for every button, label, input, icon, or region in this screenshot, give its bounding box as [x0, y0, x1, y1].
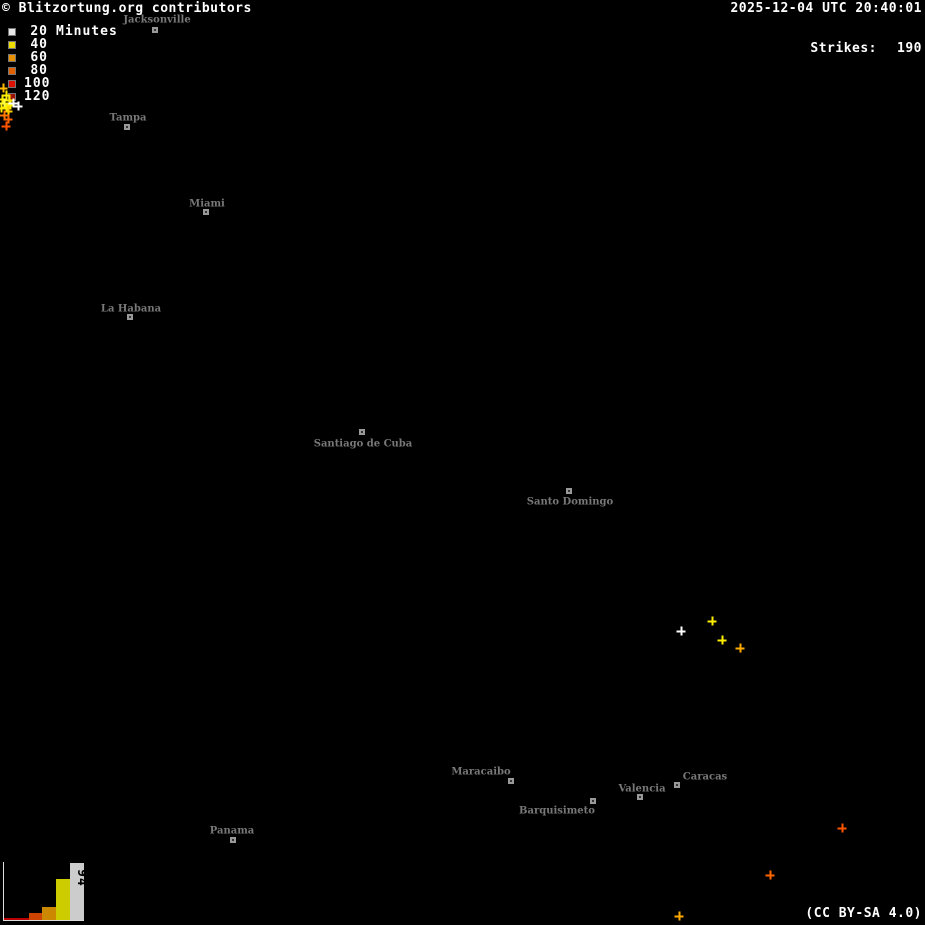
strikes-counter: Strikes: 190 — [777, 26, 922, 71]
lightning-strike — [0, 94, 7, 104]
legend-minutes-value: 100 — [24, 76, 51, 91]
legend-item-40: 40 — [8, 37, 48, 52]
city-label: Barquisimeto — [519, 805, 595, 817]
histogram-bar — [42, 907, 56, 920]
lightning-strike — [5, 100, 15, 110]
city-label: Miami — [189, 198, 225, 210]
legend-minutes-value: 60 — [30, 50, 48, 65]
strike-histogram: 94 — [0, 855, 120, 925]
lightning-strike — [765, 870, 775, 880]
legend-item-80: 80 — [8, 63, 48, 78]
lightning-strike — [0, 110, 9, 120]
histogram-y-axis — [3, 862, 4, 921]
legend-minutes-unit: Minutes — [56, 24, 118, 39]
city-label: Santo Domingo — [526, 496, 614, 508]
legend-item-100: 100 — [8, 76, 51, 91]
lightning-strike — [3, 106, 13, 116]
city-marker — [124, 124, 130, 130]
lightning-strike — [1, 102, 11, 112]
city-marker — [127, 314, 133, 320]
lightning-strike — [1, 121, 11, 131]
license-text: (CC BY-SA 4.0) — [805, 906, 922, 921]
legend-color-swatch — [8, 79, 16, 88]
legend-color-swatch — [8, 27, 16, 36]
lightning-strike — [676, 626, 686, 636]
legend-item-20: 20 Minutes — [8, 24, 118, 39]
city-marker — [359, 429, 365, 435]
histogram-x-axis — [3, 920, 84, 921]
legend-minutes-value: 120 — [24, 89, 51, 104]
city-marker — [508, 778, 514, 784]
lightning-strike — [707, 616, 717, 626]
legend-color-swatch — [8, 53, 16, 62]
legend-color-swatch — [8, 40, 16, 49]
lightning-strike — [8, 98, 18, 108]
city-marker — [203, 209, 209, 215]
lightning-strike — [0, 83, 8, 93]
city-label: Jacksonville — [123, 14, 191, 26]
lightning-strike — [674, 911, 684, 921]
legend-minutes-value: 40 — [30, 37, 48, 52]
lightning-strike — [735, 643, 745, 653]
histogram-bar — [70, 863, 84, 920]
histogram-bar — [29, 913, 42, 920]
city-marker — [152, 27, 158, 33]
city-label: Maracaibo — [451, 766, 511, 778]
lightning-strike — [717, 635, 727, 645]
lightning-strike — [0, 98, 9, 108]
strikes-count: 190 — [897, 41, 922, 56]
attribution-text: © Blitzortung.org contributors — [2, 1, 252, 16]
histogram-bar — [56, 879, 70, 920]
histogram-peak-label: 94 — [74, 869, 89, 887]
legend-minutes-value: 80 — [30, 63, 48, 78]
strikes-label: Strikes: — [810, 41, 878, 56]
city-marker — [637, 794, 643, 800]
city-marker — [230, 837, 236, 843]
legend-color-swatch — [8, 66, 16, 75]
city-label: Panama — [209, 825, 255, 837]
lightning-strike — [13, 101, 23, 111]
city-label: La Habana — [100, 303, 162, 315]
lightning-strike — [837, 823, 847, 833]
timestamp-text: 2025-12-04 UTC 20:40:01 — [730, 1, 922, 16]
lightning-strike — [4, 95, 14, 105]
city-marker — [566, 488, 572, 494]
legend-item-60: 60 — [8, 50, 48, 65]
city-marker — [674, 782, 680, 788]
lightning-strike — [1, 90, 11, 100]
city-label: Tampa — [109, 112, 147, 124]
city-label: Santiago de Cuba — [313, 438, 413, 450]
lightning-strike — [0, 103, 6, 113]
city-marker — [590, 798, 596, 804]
lightning-strike — [3, 114, 13, 124]
city-label: Caracas — [682, 771, 728, 783]
city-label: Valencia — [618, 783, 666, 795]
legend-minutes-value: 20 — [30, 24, 48, 39]
histogram-bar — [4, 918, 29, 920]
